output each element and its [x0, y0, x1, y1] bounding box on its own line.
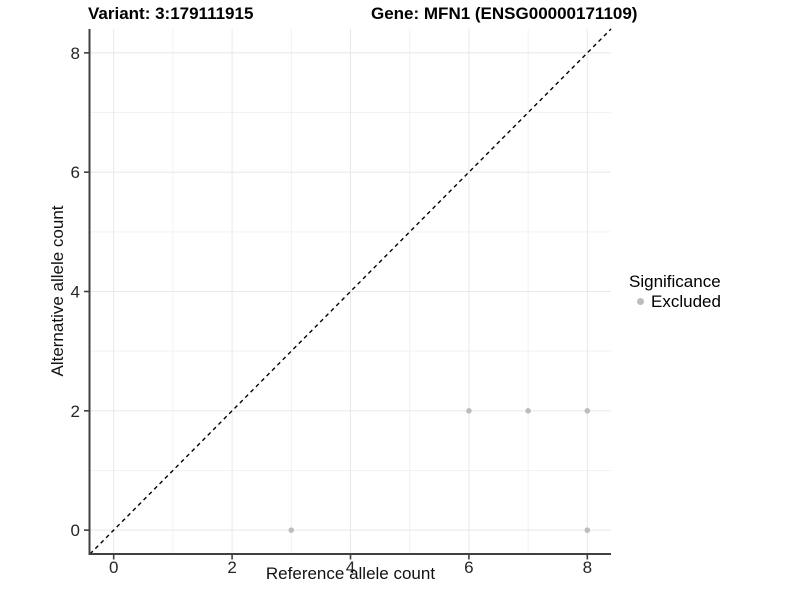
gene-title: Gene: MFN1 (ENSG00000171109) — [371, 4, 638, 23]
data-point — [466, 408, 472, 414]
y-tick-label: 6 — [71, 163, 80, 182]
variant-title: Variant: 3:179111915 — [88, 4, 254, 23]
y-tick-label: 8 — [71, 44, 80, 63]
data-point — [525, 408, 531, 414]
identity-dashed-line — [89, 28, 612, 555]
data-point — [288, 527, 295, 533]
legend: Significance Excluded — [629, 272, 721, 311]
x-tick-label: 4 — [346, 558, 355, 577]
y-axis-title: Alternative allele count — [48, 205, 67, 377]
y-tick-label: 0 — [71, 521, 80, 540]
data-point — [584, 527, 591, 533]
y-tick-label: 2 — [71, 402, 80, 421]
x-tick-label: 2 — [227, 558, 236, 577]
x-tick-label: 8 — [583, 558, 592, 577]
legend-entry-label: Excluded — [651, 292, 721, 311]
y-tick-label: 4 — [71, 283, 80, 302]
x-axis-title: Reference allele count — [265, 564, 436, 583]
data-point — [584, 408, 591, 414]
x-tick-label: 0 — [109, 558, 118, 577]
x-tick-label: 6 — [464, 558, 473, 577]
excluded-point-icon — [637, 298, 644, 305]
legend-entry-excluded: Excluded — [629, 292, 721, 311]
legend-title: Significance — [629, 272, 721, 291]
